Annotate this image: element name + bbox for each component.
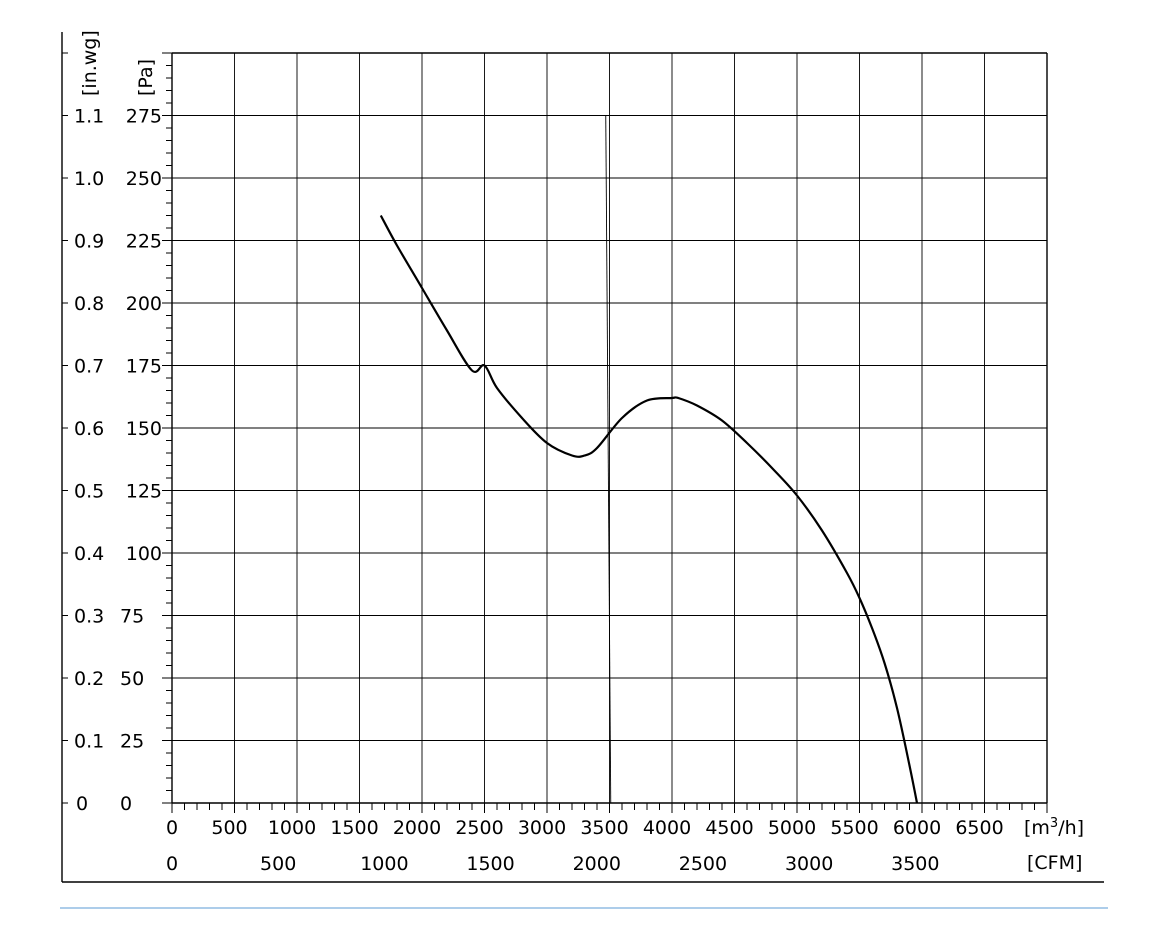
x-tick-label: 4500 <box>705 817 753 839</box>
y2-tick-label: 0.1 <box>74 731 104 753</box>
y-tick-label: 75 <box>120 606 144 628</box>
x-tick-label: 6000 <box>893 817 941 839</box>
x2-tick-label: 3500 <box>891 853 939 875</box>
x-tick-label: 5500 <box>830 817 878 839</box>
y-tick-label: 0 <box>120 793 132 815</box>
y-tick-label: 100 <box>126 543 162 565</box>
y2-tick-label: 0.2 <box>74 668 104 690</box>
x2-tick-label: 1500 <box>466 853 514 875</box>
y-tick-label: 250 <box>126 168 162 190</box>
grid <box>172 53 1047 803</box>
y2-tick-label: 1.0 <box>74 168 104 190</box>
x-tick-label: 2000 <box>393 817 441 839</box>
x-tick-label: 0 <box>166 817 178 839</box>
y-tick-label: 150 <box>126 418 162 440</box>
y2-tick-label: 0.6 <box>74 418 104 440</box>
y2-tick-label: 0 <box>76 793 88 815</box>
y2-tick-label: 0.5 <box>74 481 104 503</box>
x-tick-label: 4000 <box>643 817 691 839</box>
x2-axis-unit: [CFM] <box>1027 852 1082 874</box>
y-tick-label: 275 <box>126 106 162 128</box>
x-tick-label: 5000 <box>768 817 816 839</box>
y2-axis-unit: [in.wg] <box>79 30 101 96</box>
x2-tick-label: 500 <box>260 853 296 875</box>
y2-tick-label: 0.4 <box>74 543 104 565</box>
x-axis-unit: [m3/h] <box>1024 816 1084 839</box>
x-tick-label: 6500 <box>955 817 1003 839</box>
y2-tick-label: 0.7 <box>74 356 104 378</box>
y-tick-label: 200 <box>126 293 162 315</box>
y2-tick-label: 0.3 <box>74 606 104 628</box>
axis-tick-labels: 0 500 1000 1500 2000 2500 3000 3500 4000 4500 5000… <box>74 106 1004 876</box>
y-axis-unit: [Pa] <box>135 59 157 96</box>
y2-tick-label: 0.9 <box>74 231 104 253</box>
x2-tick-label: 2500 <box>679 853 727 875</box>
axis-unit-labels: [m3/h] [CFM] [Pa] [in.wg] <box>79 30 1084 874</box>
x-tick-label: 1000 <box>268 817 316 839</box>
x-tick-label: 500 <box>211 817 247 839</box>
y2-tick-label: 1.1 <box>74 106 104 128</box>
reference-line <box>605 115 612 804</box>
x-tick-label: 3000 <box>518 817 566 839</box>
x-tick-label: 1500 <box>330 817 378 839</box>
x2-tick-label: 2000 <box>573 853 621 875</box>
y2-tick-label: 0.8 <box>74 293 104 315</box>
axis-ticks <box>62 52 1048 813</box>
y-tick-label: 225 <box>126 231 162 253</box>
y-tick-label: 25 <box>120 731 144 753</box>
x2-tick-label: 3000 <box>785 853 833 875</box>
y-tick-label: 175 <box>126 356 162 378</box>
x2-tick-label: 1000 <box>360 853 408 875</box>
series-layer <box>379 115 919 804</box>
y-tick-label: 50 <box>120 668 144 690</box>
x2-tick-label: 0 <box>166 853 178 875</box>
performance-curve <box>379 214 919 804</box>
y-tick-label: 125 <box>126 481 162 503</box>
x-tick-label: 3500 <box>580 817 628 839</box>
x-tick-label: 2500 <box>455 817 503 839</box>
